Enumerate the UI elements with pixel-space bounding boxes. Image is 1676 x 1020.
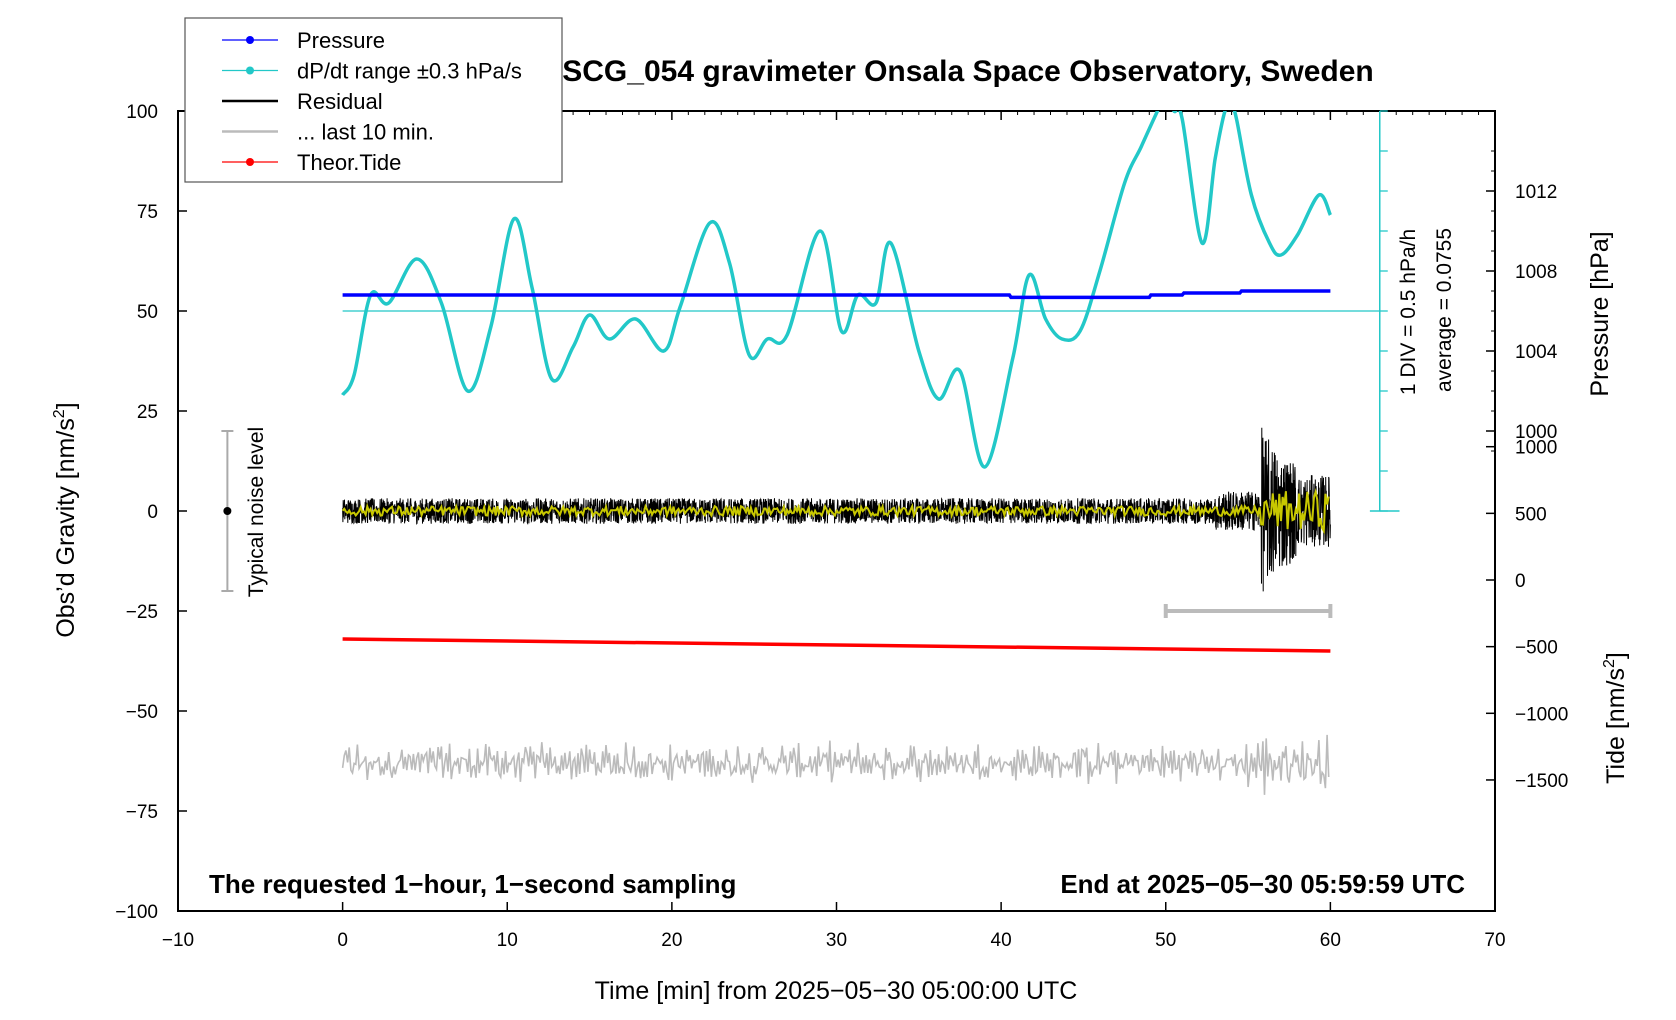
x-tick-label: 60 [1320,930,1341,951]
legend-item: Residual [222,89,383,114]
pressure-axis-ticks: 1012 1008 1004 1000 [1486,150,1558,452]
y-axis-label-left-text: Obs’d Gravity [nm/s [52,418,80,638]
series-layer [221,111,1380,795]
pressure-tick-label: 1000 [1515,422,1557,443]
y-axis-label-left: Obs’d Gravity [nm/s2] [51,402,80,637]
x-tick-label: 20 [661,930,682,951]
tide-tick-label: −500 [1515,638,1558,659]
y-axis-label-left-sup: 2 [51,409,68,418]
tide-tick-label: −1000 [1515,704,1568,725]
pressure-tick-label: 1004 [1515,342,1558,363]
tide-tick-label: 500 [1515,504,1547,525]
y-tick-label: 25 [137,402,158,423]
tide-series-line [342,637,1331,653]
tide-axis-label-close: ] [1602,652,1630,659]
y-tick-label: 100 [126,102,158,123]
x-axis-ticks: −10 0 10 20 30 40 50 60 70 [162,111,1506,951]
tide-axis-ticks: 1000 500 0 −500 −1000 −1500 [1486,438,1568,792]
tide-axis-label-text: Tide [nm/s [1602,668,1630,784]
div-scale-label: 1 DIV = 0.5 hPa/h [1397,229,1420,395]
legend-label: Pressure [297,28,385,53]
pressure-tick-label: 1012 [1515,182,1557,203]
tide-tick-label: 0 [1515,571,1526,592]
sampling-annotation: The requested 1−hour, 1−second sampling [209,869,736,899]
x-axis-label: Time [min] from 2025−05−30 05:00:00 UTC [595,977,1078,1005]
tide-axis-label-sup: 2 [1601,659,1618,668]
x-tick-label: 40 [991,930,1012,951]
pressure-tick-label: 1008 [1515,262,1557,283]
dpdt-series-group [341,111,1333,469]
pressure-series-line [342,289,1331,300]
chart-title: SCG_054 gravimeter Onsala Space Observat… [562,55,1374,88]
y-tick-label: −75 [126,802,158,823]
legend-swatch-marker [246,36,254,44]
x-tick-label: 70 [1484,930,1505,951]
legend-label: Residual [297,89,383,114]
tide-tick-label: 1000 [1515,438,1557,459]
noise-bar-center [223,507,232,515]
y-tick-label: 75 [137,202,158,223]
average-label: average = 0.0755 [1433,228,1456,392]
y-tick-label: 0 [147,502,158,523]
y-axis-label-left-close: ] [52,402,80,409]
tide-tick-label: −1500 [1515,771,1568,792]
end-time-annotation: End at 2025−05−30 05:59:59 UTC [1060,869,1465,899]
legend-label: Theor.Tide [297,150,401,175]
x-tick-label: −10 [162,930,194,951]
legend-label: ... last 10 min. [297,120,434,145]
x-tick-label: 30 [826,930,847,951]
legend-swatch-marker [246,66,254,75]
legend-item: Pressure [222,28,385,53]
y-tick-label: −50 [126,702,158,723]
legend-label: dP/dt range ±0.3 hPa/s [297,59,522,84]
y-axis-ticks: 100 75 50 25 0 −25 −50 −75 −100 [115,102,187,923]
legend-item: Theor.Tide [222,150,401,175]
x-tick-label: 10 [497,930,518,951]
x-tick-label: 50 [1155,930,1176,951]
legend-item: dP/dt range ±0.3 hPa/s [222,59,522,84]
dpdt-series-line [341,111,1333,469]
pressure-axis-label: Pressure [hPa] [1586,231,1614,396]
y-tick-label: −100 [115,902,158,923]
legend-swatch-marker [246,158,254,166]
legend: Pressure dP/dt range ±0.3 hPa/s Residual..… [184,17,563,183]
x-tick-label: 0 [337,930,348,951]
y-tick-label: 50 [137,302,158,323]
y-tick-label: −25 [126,602,158,623]
legend-item: ... last 10 min. [222,120,434,145]
last10-series-line [341,734,1330,795]
smoothed-residual-series-line [341,487,1330,535]
tide-axis-label: Tide [nm/s2] [1601,652,1630,784]
noise-level-label: Typical noise level [245,427,268,597]
